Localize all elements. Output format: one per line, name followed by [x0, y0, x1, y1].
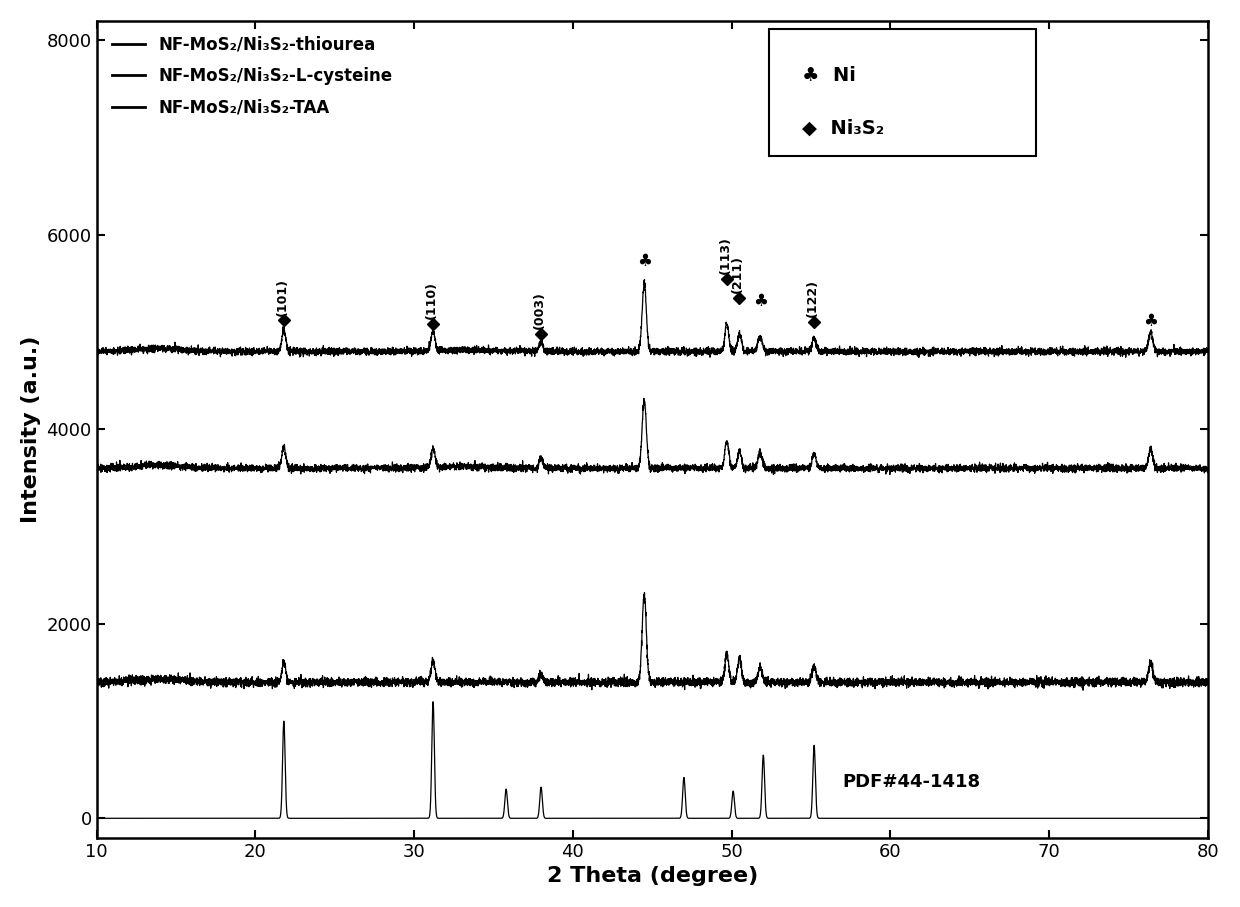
NF-MoS₂/Ni₃S₂-thiourea	[746, 347, 761, 358]
Text: (110): (110)	[425, 281, 438, 319]
Text: ♣  Ni: ♣ Ni	[802, 66, 856, 84]
X-axis label: 2 Theta (degree): 2 Theta (degree)	[547, 866, 758, 886]
NF-MoS₂/Ni₃S₂-thiourea	[1200, 345, 1215, 356]
NF-MoS₂/Ni₃S₂-thiourea	[795, 346, 810, 357]
NF-MoS₂/Ni₃S₂-TAA	[972, 678, 987, 688]
NF-MoS₂/Ni₃S₂-L-cysteine	[1200, 464, 1215, 475]
Text: ♣: ♣	[637, 252, 652, 269]
Text: (113): (113)	[718, 236, 732, 274]
Line: NF-MoS₂/Ni₃S₂-thiourea: NF-MoS₂/Ni₃S₂-thiourea	[97, 279, 1208, 357]
Text: (101): (101)	[275, 278, 289, 316]
Line: NF-MoS₂/Ni₃S₂-L-cysteine: NF-MoS₂/Ni₃S₂-L-cysteine	[97, 398, 1208, 474]
NF-MoS₂/Ni₃S₂-TAA	[145, 671, 160, 682]
Text: (003): (003)	[533, 291, 546, 329]
NF-MoS₂/Ni₃S₂-TAA	[913, 679, 928, 690]
Text: PDF#44-1418: PDF#44-1418	[843, 773, 981, 791]
NF-MoS₂/Ni₃S₂-thiourea	[637, 274, 652, 285]
NF-MoS₂/Ni₃S₂-thiourea	[491, 346, 506, 356]
Text: ♣: ♣	[1143, 312, 1158, 330]
NF-MoS₂/Ni₃S₂-L-cysteine	[145, 460, 160, 471]
NF-MoS₂/Ni₃S₂-L-cysteine	[972, 464, 987, 475]
NF-MoS₂/Ni₃S₂-L-cysteine	[795, 459, 810, 470]
NF-MoS₂/Ni₃S₂-thiourea	[972, 346, 987, 356]
NF-MoS₂/Ni₃S₂-L-cysteine	[913, 463, 928, 473]
NF-MoS₂/Ni₃S₂-TAA	[746, 678, 761, 688]
NF-MoS₂/Ni₃S₂-TAA	[637, 587, 652, 598]
NF-MoS₂/Ni₃S₂-thiourea	[913, 348, 928, 359]
NF-MoS₂/Ni₃S₂-L-cysteine	[491, 462, 506, 473]
Text: (211): (211)	[732, 255, 744, 293]
NF-MoS₂/Ni₃S₂-TAA	[795, 673, 810, 684]
NF-MoS₂/Ni₃S₂-TAA	[1200, 679, 1215, 690]
NF-MoS₂/Ni₃S₂-L-cysteine	[89, 463, 104, 474]
NF-MoS₂/Ni₃S₂-thiourea	[1118, 352, 1133, 363]
Text: ◆  Ni₃S₂: ◆ Ni₃S₂	[802, 119, 884, 138]
Text: ♣: ♣	[753, 292, 768, 309]
NF-MoS₂/Ni₃S₂-L-cysteine	[636, 393, 651, 404]
NF-MoS₂/Ni₃S₂-L-cysteine	[746, 464, 761, 475]
NF-MoS₂/Ni₃S₂-thiourea	[89, 343, 104, 354]
Line: NF-MoS₂/Ni₃S₂-TAA: NF-MoS₂/Ni₃S₂-TAA	[97, 592, 1208, 690]
Y-axis label: Intensity (a.u.): Intensity (a.u.)	[21, 336, 41, 523]
Text: (122): (122)	[806, 279, 818, 317]
NF-MoS₂/Ni₃S₂-L-cysteine	[883, 469, 898, 480]
NF-MoS₂/Ni₃S₂-thiourea	[145, 343, 160, 354]
NF-MoS₂/Ni₃S₂-TAA	[1075, 685, 1090, 696]
NF-MoS₂/Ni₃S₂-TAA	[89, 673, 104, 684]
NF-MoS₂/Ni₃S₂-TAA	[491, 676, 506, 687]
Legend: NF-MoS₂/Ni₃S₂-thiourea, NF-MoS₂/Ni₃S₂-L-cysteine, NF-MoS₂/Ni₃S₂-TAA: NF-MoS₂/Ni₃S₂-thiourea, NF-MoS₂/Ni₃S₂-L-…	[105, 29, 399, 123]
